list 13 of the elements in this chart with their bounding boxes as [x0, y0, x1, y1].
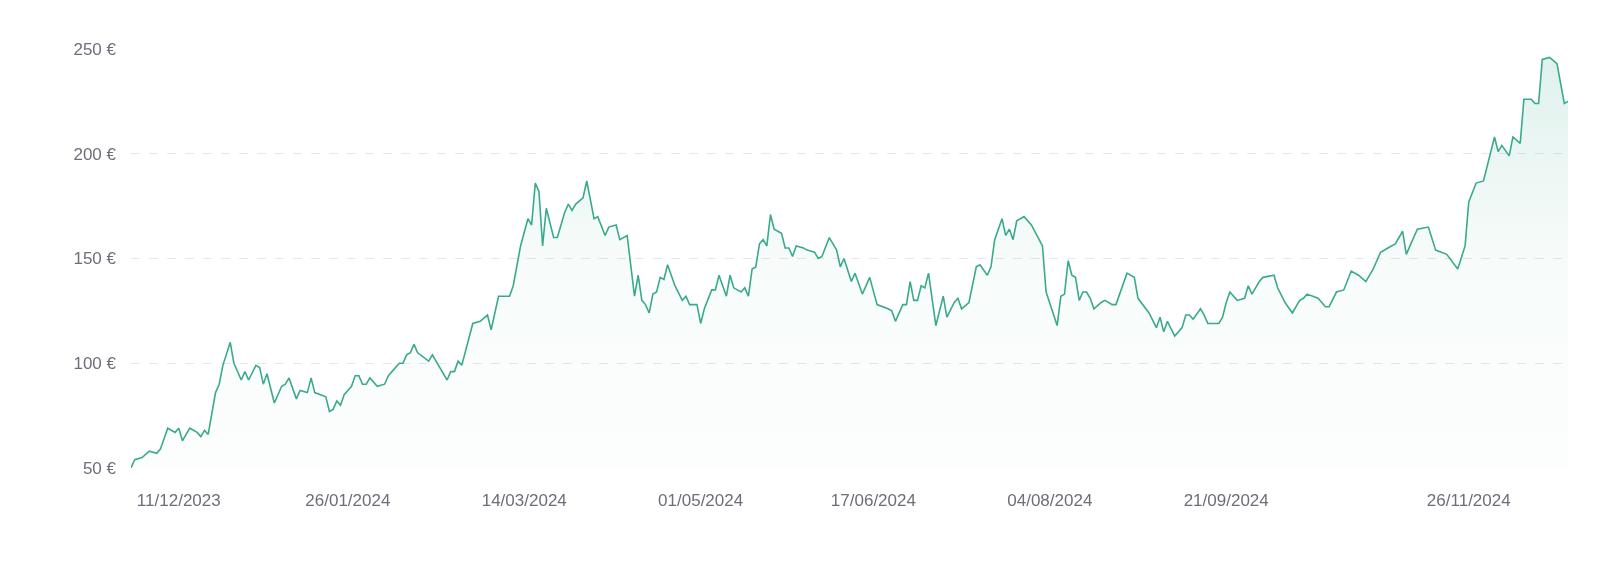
x-tick-label: 11/12/2023 — [136, 491, 221, 510]
x-tick-label: 26/11/2024 — [1426, 491, 1511, 510]
x-tick-label: 04/08/2024 — [1007, 491, 1093, 510]
x-tick-label: 14/03/2024 — [481, 491, 567, 510]
x-tick-label: 17/06/2024 — [830, 491, 916, 510]
y-tick-label: 100 € — [73, 354, 117, 374]
y-tick-label: 250 € — [73, 39, 117, 59]
y-tick-label: 200 € — [73, 144, 117, 164]
x-tick-label: 21/09/2024 — [1183, 491, 1269, 510]
y-tick-label: 50 € — [82, 458, 117, 478]
x-tick-label: 01/05/2024 — [658, 491, 744, 510]
x-tick-label: 26/01/2024 — [305, 491, 391, 510]
y-tick-label: 150 € — [73, 249, 117, 269]
